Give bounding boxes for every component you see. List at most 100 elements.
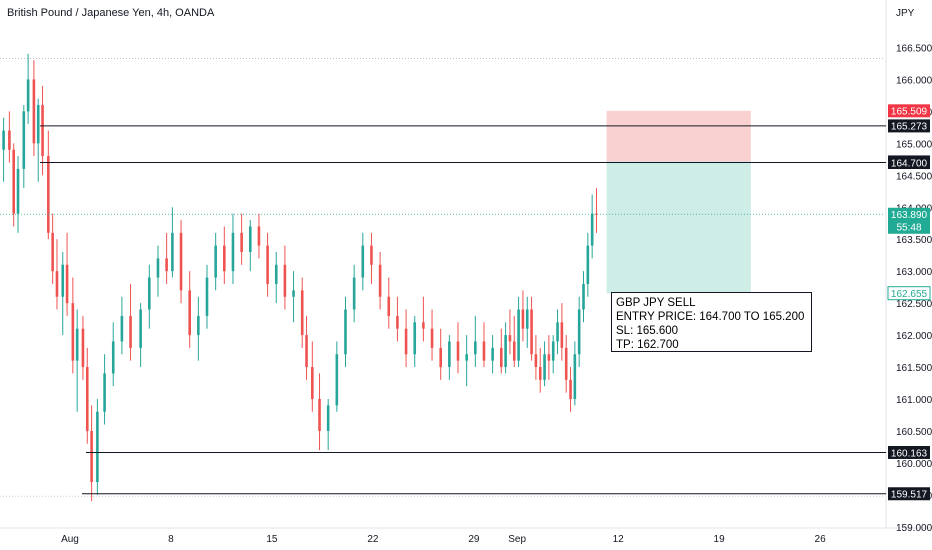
candle-body [2,130,5,150]
candle [387,277,391,329]
x-tick-label: 29 [468,534,480,545]
candle-body [156,258,160,278]
candle [508,309,512,355]
candle [534,335,538,380]
candle [422,296,425,342]
candle [569,367,572,412]
stop-loss-zone [606,110,751,162]
candle-body [12,149,16,214]
trade-note[interactable]: GBP JPY SELL ENTRY PRICE: 164.700 TO 165… [611,292,812,352]
candle [12,143,16,227]
candle-body [521,309,525,329]
candle [512,315,516,368]
candle [474,315,477,368]
candle-body [248,226,252,252]
candle-body [22,111,26,169]
candle [465,335,468,387]
candle-body [525,309,529,329]
candle-body [508,335,512,342]
candle [171,207,174,278]
candle [543,341,546,387]
candle [36,98,40,182]
candle [547,335,551,380]
candle-body [573,354,577,399]
candle [65,232,69,316]
candle [223,226,226,284]
candle-body [240,232,243,252]
candle [413,315,417,368]
candle-body [456,341,460,361]
candle [530,296,533,361]
candle-body [55,271,59,297]
candle [165,232,168,284]
x-tick-label: 26 [815,534,827,545]
candle [504,322,507,374]
candle [551,335,555,374]
x-tick-label: 8 [168,534,174,545]
candle [582,271,585,323]
candle-body [197,315,200,336]
candle [55,239,59,310]
candle-body [65,264,69,304]
candle-body [543,354,546,380]
candle [85,347,89,444]
candle-body [560,322,564,348]
candle-body [586,245,590,284]
candle [595,188,598,233]
candle [75,309,79,412]
candle-body [448,341,451,368]
candle [590,194,594,259]
candle-body [474,341,477,355]
candle-body [352,277,356,310]
candle [2,117,5,182]
candle-body [47,156,50,233]
y-tick-label: 163.500 [896,235,932,246]
candle-body [396,315,399,329]
y-tick-label: 161.500 [896,363,932,374]
y-tick-label: 159.000 [896,523,932,534]
candle [205,264,209,329]
candle-body [96,411,99,483]
x-tick-label: 15 [266,534,278,545]
candle [404,309,408,368]
candle [370,232,373,284]
candle-body [439,347,442,368]
candle-body [61,264,65,297]
candle-body [71,303,75,361]
candle [156,245,160,297]
candle-body [81,328,85,368]
candle [305,315,308,380]
candle-body [311,367,314,399]
candle-body [590,213,594,246]
candle [564,335,568,393]
candle-body [512,341,516,361]
candle-body [551,341,555,361]
candle [197,296,200,361]
candle [26,53,30,125]
candle-body [370,245,373,265]
candle [47,130,50,240]
candle [573,341,577,406]
price-label-box [888,104,930,118]
x-tick-label: 12 [613,534,625,545]
candle [188,271,191,348]
candle-body [214,245,217,278]
y-tick-label: 166.500 [896,43,932,54]
candle-body [165,258,168,272]
candle-body [90,430,93,483]
candle-body [564,347,568,380]
candle [179,220,183,304]
price-label: 160.163 [888,445,930,459]
candle-body [499,347,503,368]
candle [266,232,269,297]
candle [525,296,529,348]
candle [292,271,295,323]
candle-body [148,277,151,310]
candle [139,303,142,368]
candle [491,335,494,374]
candle [560,303,564,361]
candle-body [188,290,191,336]
candle-body [257,226,261,246]
candle-body [430,328,434,348]
